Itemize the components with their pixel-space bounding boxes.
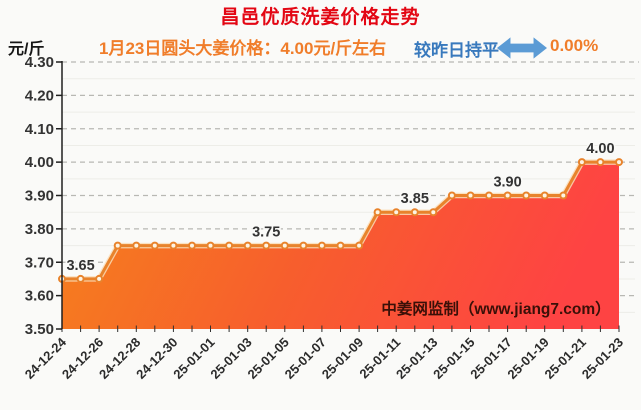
- data-point-marker: [150, 241, 159, 250]
- data-point-marker: [355, 241, 364, 250]
- data-point-marker: [188, 241, 196, 250]
- data-point-marker: [206, 241, 215, 250]
- data-point-marker: [559, 191, 568, 200]
- data-label: 4.00: [586, 141, 614, 157]
- data-point-marker: [522, 191, 531, 200]
- comparison-percent: 0.00%: [550, 36, 599, 55]
- data-point-marker: [280, 241, 289, 250]
- data-point-marker: [615, 158, 623, 167]
- data-label: 3.75: [252, 225, 280, 241]
- data-point-marker: [485, 191, 493, 200]
- data-point-marker: [373, 208, 382, 217]
- data-label: 3.85: [401, 191, 429, 207]
- data-point-marker: [243, 241, 252, 250]
- y-axis-unit-label: 元/斤: [8, 41, 45, 58]
- data-point-marker: [95, 274, 104, 283]
- data-label: 3.90: [493, 175, 521, 191]
- data-label: 3.65: [66, 258, 94, 274]
- data-point-marker: [336, 241, 345, 250]
- y-axis-label: 4.20: [25, 87, 54, 104]
- data-point-marker: [503, 191, 512, 200]
- watermark-text: 中姜网监制（www.jiang7.com）: [381, 299, 610, 318]
- data-point-marker: [113, 241, 122, 250]
- y-axis-label: 3.50: [25, 321, 54, 338]
- data-point-marker: [429, 208, 438, 217]
- data-point-marker: [169, 241, 178, 250]
- data-point-marker: [577, 158, 586, 167]
- data-point-marker: [299, 241, 308, 250]
- price-area: [62, 162, 619, 329]
- data-point-marker: [262, 241, 271, 250]
- x-axis-label: 25-01-23: [579, 335, 626, 382]
- price-subtitle: 1月23日圆头大姜价格：4.00元/斤左右: [99, 39, 387, 58]
- data-point-marker: [596, 158, 605, 167]
- y-axis-label: 4.30: [25, 54, 54, 71]
- data-point-marker: [132, 241, 141, 250]
- comparison-label: 较昨日持平: [414, 41, 499, 60]
- double-arrow-shape: [497, 37, 547, 59]
- y-axis-label: 3.80: [25, 221, 54, 238]
- y-axis-label: 3.90: [25, 188, 54, 205]
- data-point-marker: [225, 241, 234, 250]
- data-point-marker: [466, 191, 475, 200]
- data-point-marker: [447, 191, 456, 200]
- y-axis-label: 4.10: [25, 121, 54, 138]
- page-title: 昌邑优质洗姜价格走势: [220, 7, 421, 28]
- y-axis-label: 3.70: [25, 254, 54, 271]
- y-axis-label: 3.60: [25, 288, 54, 305]
- double-arrow-icon: [497, 37, 547, 59]
- data-point-marker: [76, 274, 85, 283]
- data-point-marker: [317, 241, 326, 250]
- data-point-marker: [410, 208, 419, 217]
- data-point-marker: [540, 191, 549, 200]
- y-axis-label: 4.00: [25, 154, 54, 171]
- data-point-marker: [392, 208, 401, 217]
